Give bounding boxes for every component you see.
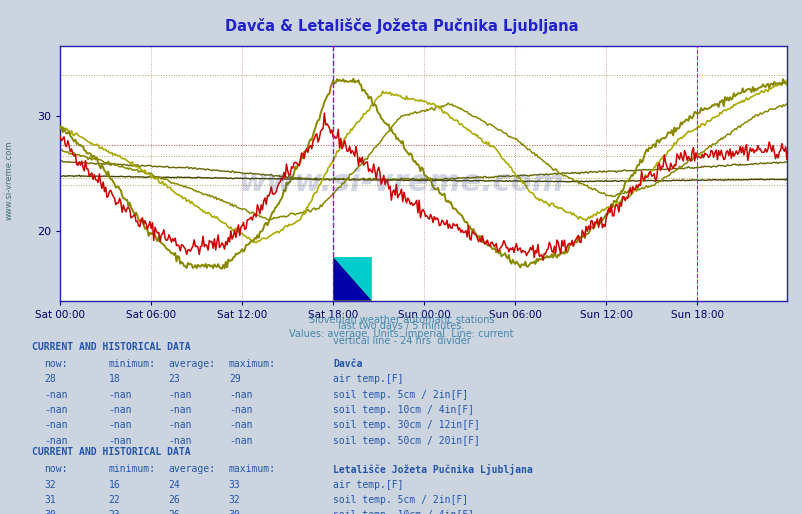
Text: 30: 30 [44, 510, 56, 514]
Text: 33: 33 [229, 480, 241, 489]
Text: www.si-vreme.com: www.si-vreme.com [238, 168, 564, 197]
Text: Letališče Jožeta Pučnika Ljubljana: Letališče Jožeta Pučnika Ljubljana [333, 464, 533, 475]
Text: 18: 18 [108, 374, 120, 384]
Text: average:: average: [168, 359, 216, 369]
Text: -nan: -nan [168, 436, 192, 446]
Text: Values: average  Units: imperial  Line: current: Values: average Units: imperial Line: cu… [289, 329, 513, 339]
Text: 32: 32 [44, 480, 56, 489]
Text: -nan: -nan [108, 390, 132, 399]
Text: -nan: -nan [168, 420, 192, 430]
Text: -nan: -nan [44, 436, 67, 446]
Text: -nan: -nan [229, 436, 252, 446]
Text: maximum:: maximum: [229, 359, 276, 369]
Text: -nan: -nan [44, 390, 67, 399]
Text: -nan: -nan [229, 420, 252, 430]
Text: 30: 30 [229, 510, 241, 514]
Text: -nan: -nan [108, 436, 132, 446]
Text: minimum:: minimum: [108, 464, 156, 474]
Text: 26: 26 [168, 510, 180, 514]
Text: -nan: -nan [108, 405, 132, 415]
Text: Davča: Davča [333, 359, 363, 369]
Text: 22: 22 [108, 495, 120, 505]
Text: 28: 28 [44, 374, 56, 384]
Text: www.si-vreme.com: www.si-vreme.com [5, 140, 14, 219]
Text: 26: 26 [168, 495, 180, 505]
Text: 32: 32 [229, 495, 241, 505]
Text: maximum:: maximum: [229, 464, 276, 474]
Text: -nan: -nan [44, 405, 67, 415]
Text: soil temp. 10cm / 4in[F]: soil temp. 10cm / 4in[F] [333, 510, 474, 514]
Text: -nan: -nan [229, 405, 252, 415]
Text: 23: 23 [108, 510, 120, 514]
Text: soil temp. 5cm / 2in[F]: soil temp. 5cm / 2in[F] [333, 495, 468, 505]
Text: -nan: -nan [168, 390, 192, 399]
Text: 29: 29 [229, 374, 241, 384]
Text: 23: 23 [168, 374, 180, 384]
Polygon shape [333, 257, 371, 301]
Text: average:: average: [168, 464, 216, 474]
Text: now:: now: [44, 359, 67, 369]
Text: last two days / 5 minutes.: last two days / 5 minutes. [338, 321, 464, 331]
Text: soil temp. 5cm / 2in[F]: soil temp. 5cm / 2in[F] [333, 390, 468, 399]
Polygon shape [333, 257, 371, 301]
Text: soil temp. 30cm / 12in[F]: soil temp. 30cm / 12in[F] [333, 420, 480, 430]
Text: vertical line - 24 hrs  divider: vertical line - 24 hrs divider [332, 336, 470, 345]
Text: minimum:: minimum: [108, 359, 156, 369]
Text: CURRENT AND HISTORICAL DATA: CURRENT AND HISTORICAL DATA [32, 342, 191, 352]
Text: -nan: -nan [108, 420, 132, 430]
Text: soil temp. 10cm / 4in[F]: soil temp. 10cm / 4in[F] [333, 405, 474, 415]
Text: 31: 31 [44, 495, 56, 505]
Text: -nan: -nan [168, 405, 192, 415]
Text: -nan: -nan [229, 390, 252, 399]
Text: Davča & Letališče Jožeta Pučnika Ljubljana: Davča & Letališče Jožeta Pučnika Ljublja… [225, 18, 577, 34]
Text: CURRENT AND HISTORICAL DATA: CURRENT AND HISTORICAL DATA [32, 447, 191, 457]
Text: air temp.[F]: air temp.[F] [333, 374, 403, 384]
Text: now:: now: [44, 464, 67, 474]
Text: 16: 16 [108, 480, 120, 489]
Text: -nan: -nan [44, 420, 67, 430]
Text: 24: 24 [168, 480, 180, 489]
Text: air temp.[F]: air temp.[F] [333, 480, 403, 489]
Text: soil temp. 50cm / 20in[F]: soil temp. 50cm / 20in[F] [333, 436, 480, 446]
Text: Slovenian weather automatic stations: Slovenian weather automatic stations [308, 315, 494, 325]
